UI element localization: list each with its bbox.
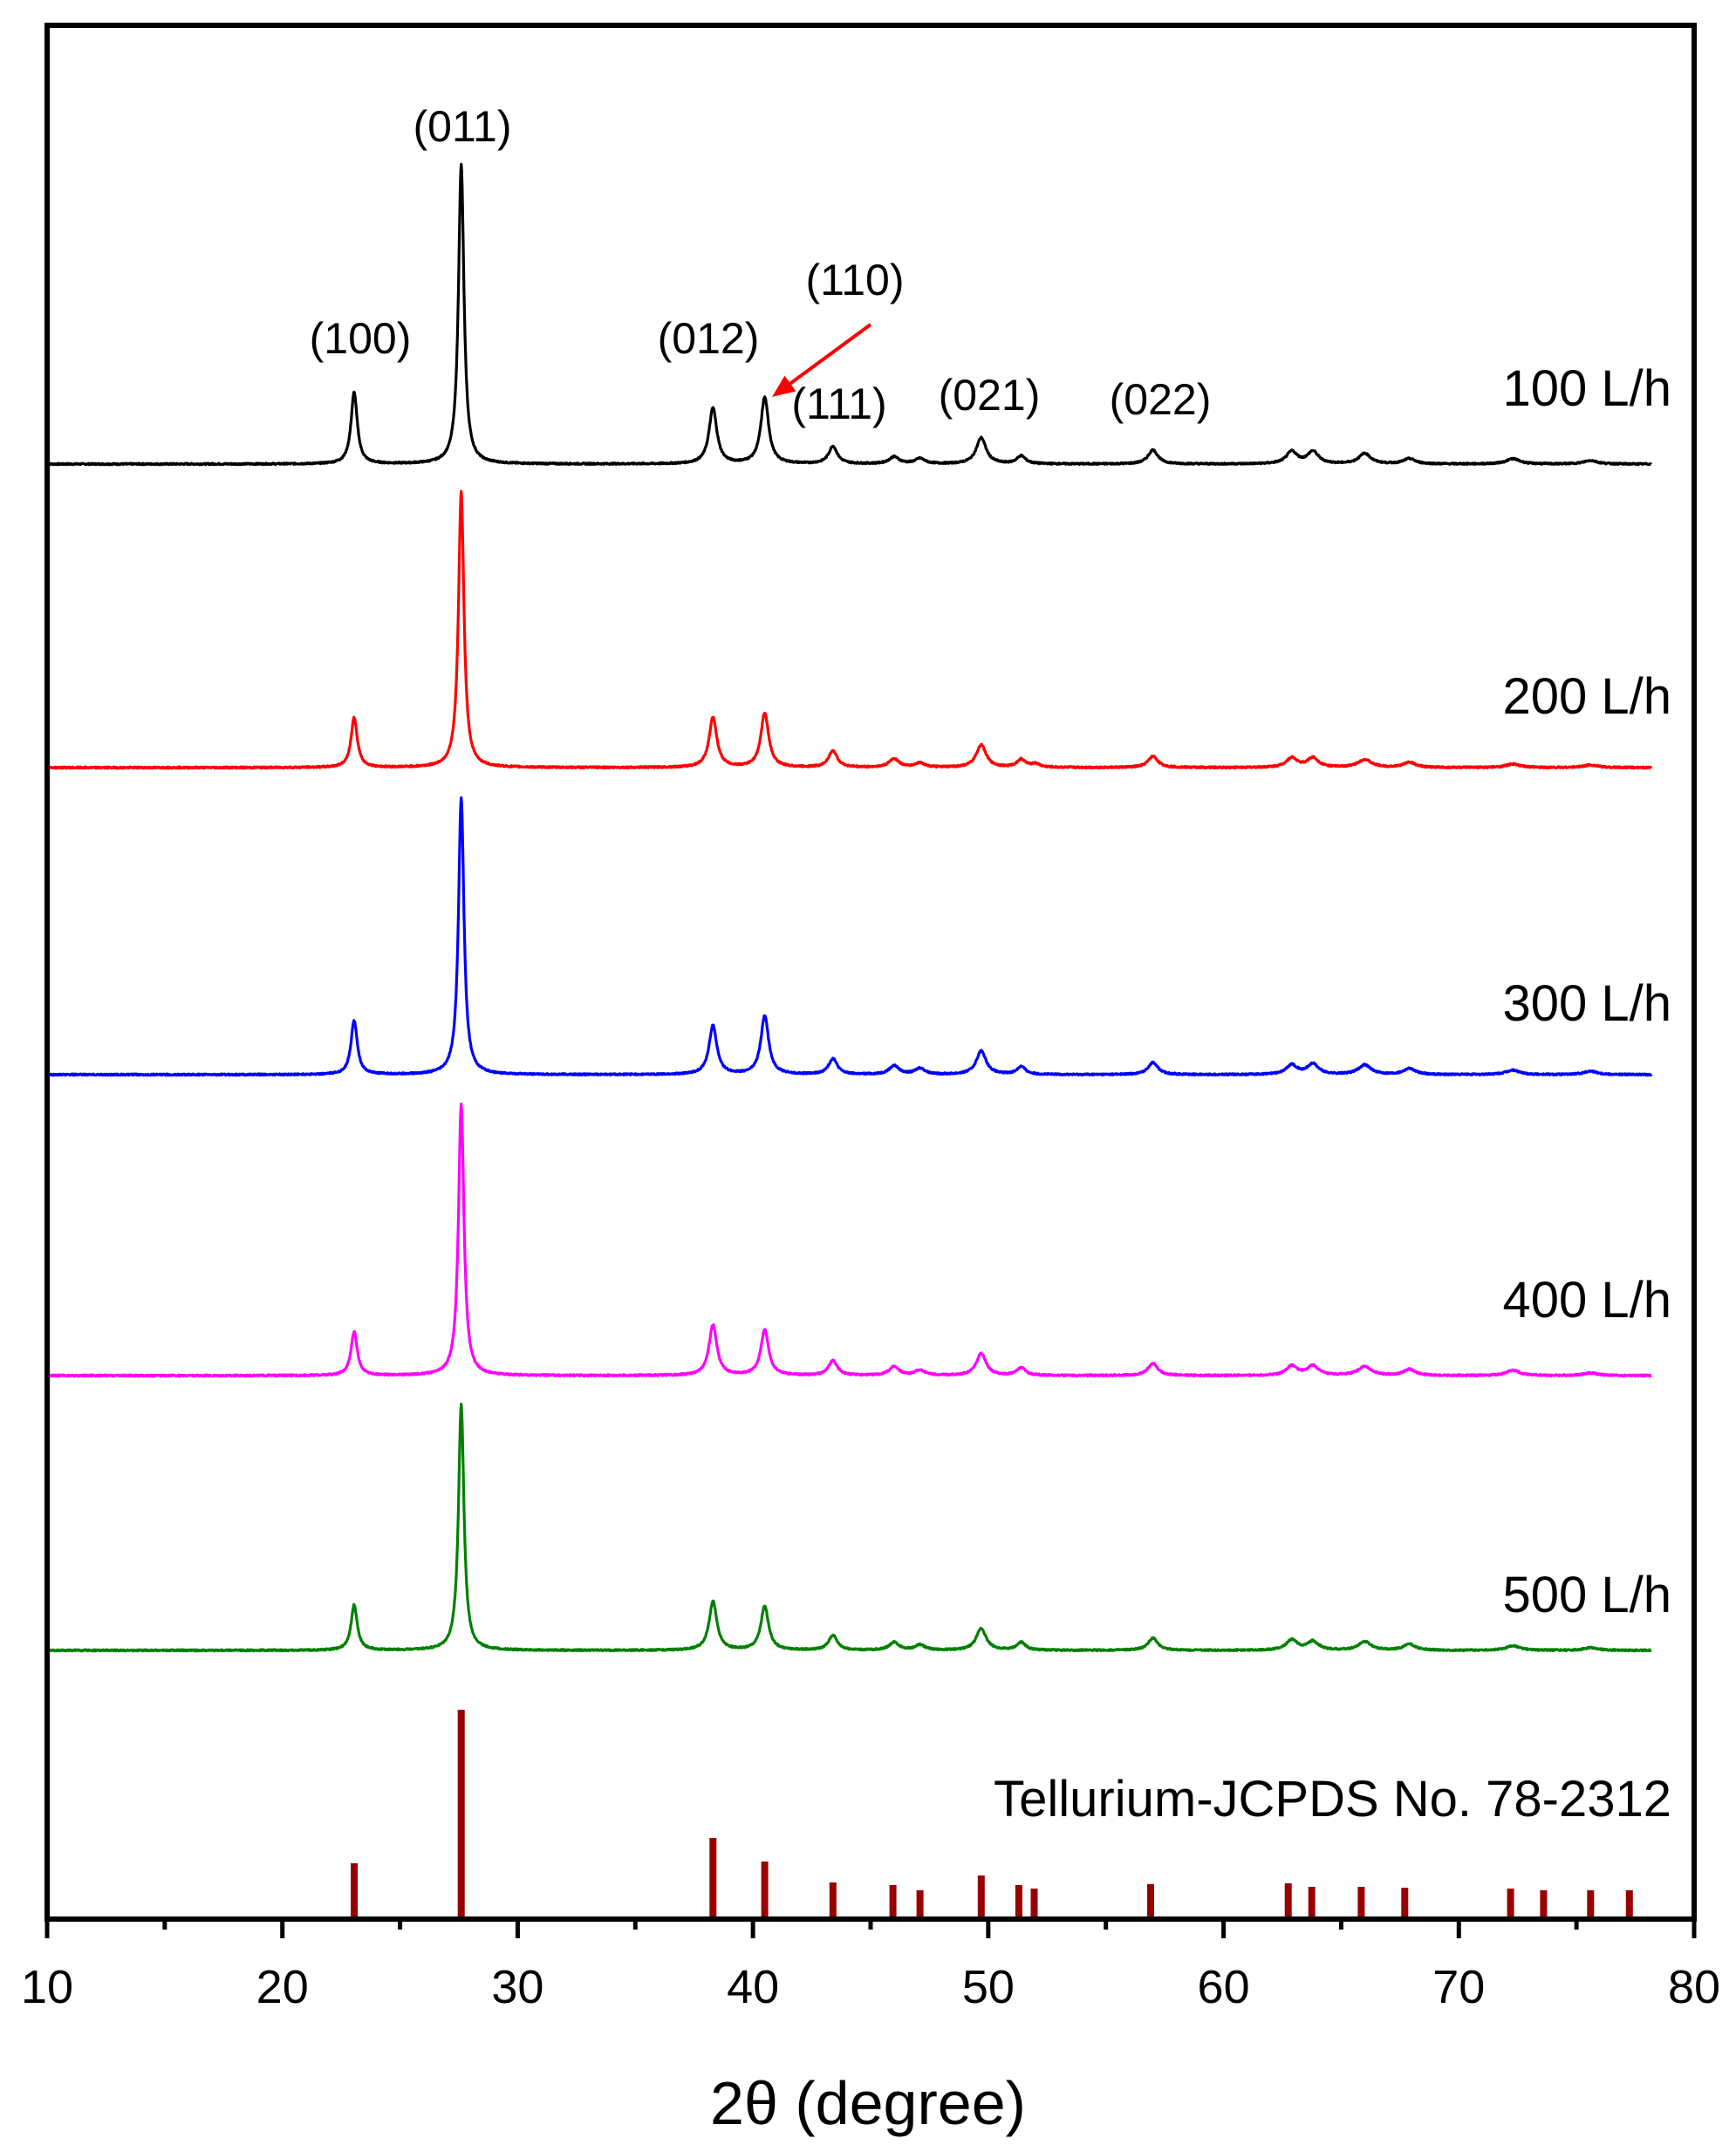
hkl-label: (111) — [791, 379, 886, 428]
hkl-label: (100) — [310, 314, 412, 363]
reference-stick — [1401, 1888, 1409, 1919]
tick-label: 20 — [256, 1961, 309, 2013]
x-axis-label: 2θ (degree) — [710, 2069, 1026, 2137]
reference-pattern-sticks — [351, 1710, 1633, 1919]
reference-stick — [1147, 1884, 1154, 1919]
axes-box — [44, 23, 1697, 1922]
trace-300lh — [45, 796, 1653, 1077]
reference-stick — [1015, 1885, 1022, 1919]
arrow-icon — [789, 323, 872, 386]
tick-label: 40 — [727, 1961, 779, 2013]
x-axis-ticks — [44, 1919, 1697, 1938]
series-label: 200 L/h — [1502, 668, 1671, 725]
peak-annotations: (100) (011) (012) (110) (111) (021) (022) — [310, 102, 1212, 428]
reference-stick — [457, 1710, 465, 1919]
series-labels: 100 L/h 200 L/h 300 L/h 400 L/h 500 L/h — [1502, 360, 1671, 1623]
hkl-label: (011) — [413, 102, 511, 151]
tick-label: 30 — [491, 1961, 543, 2013]
tick-label: 80 — [1668, 1961, 1720, 2013]
reference-stick — [829, 1882, 837, 1919]
x-axis-tick-labels: 10 20 30 40 50 60 70 80 — [21, 1961, 1720, 2013]
reference-stick — [761, 1862, 769, 1919]
reference-stick — [1540, 1890, 1548, 1919]
plot-frame — [44, 23, 1697, 1922]
reference-stick — [351, 1863, 358, 1919]
reference-label: Tellurium-JCPDS No. 78-2312 — [994, 1771, 1671, 1827]
hkl-label: (110) — [805, 256, 904, 304]
reference-stick — [1284, 1883, 1292, 1919]
tick-label: 50 — [962, 1961, 1015, 2013]
reference-stick — [889, 1885, 897, 1919]
reference-stick — [1587, 1890, 1595, 1919]
reference-stick — [709, 1838, 717, 1919]
reference-stick — [1030, 1889, 1038, 1919]
reference-stick — [977, 1875, 985, 1919]
trace-200lh — [45, 489, 1653, 770]
arrowhead-icon — [772, 375, 796, 397]
series-label: 500 L/h — [1502, 1567, 1671, 1623]
hkl-label: (012) — [658, 314, 760, 363]
tick-label: 60 — [1198, 1961, 1250, 2013]
trace-100lh — [45, 162, 1653, 467]
tick-label: 10 — [21, 1961, 73, 2013]
reference-stick — [1507, 1889, 1514, 1919]
trace-400lh — [45, 1103, 1652, 1378]
diffraction-traces — [45, 162, 1653, 1653]
trace-500lh — [45, 1403, 1652, 1653]
series-label: 100 L/h — [1502, 360, 1671, 417]
hkl-label: (021) — [939, 371, 1041, 420]
series-label: 400 L/h — [1502, 1272, 1671, 1329]
reference-stick — [916, 1890, 924, 1919]
hkl-label: (022) — [1110, 375, 1212, 424]
reference-stick — [1357, 1887, 1365, 1919]
reference-stick — [1625, 1890, 1633, 1919]
series-label: 300 L/h — [1502, 975, 1671, 1032]
reference-stick — [1308, 1887, 1316, 1919]
tick-label: 70 — [1432, 1961, 1485, 2013]
